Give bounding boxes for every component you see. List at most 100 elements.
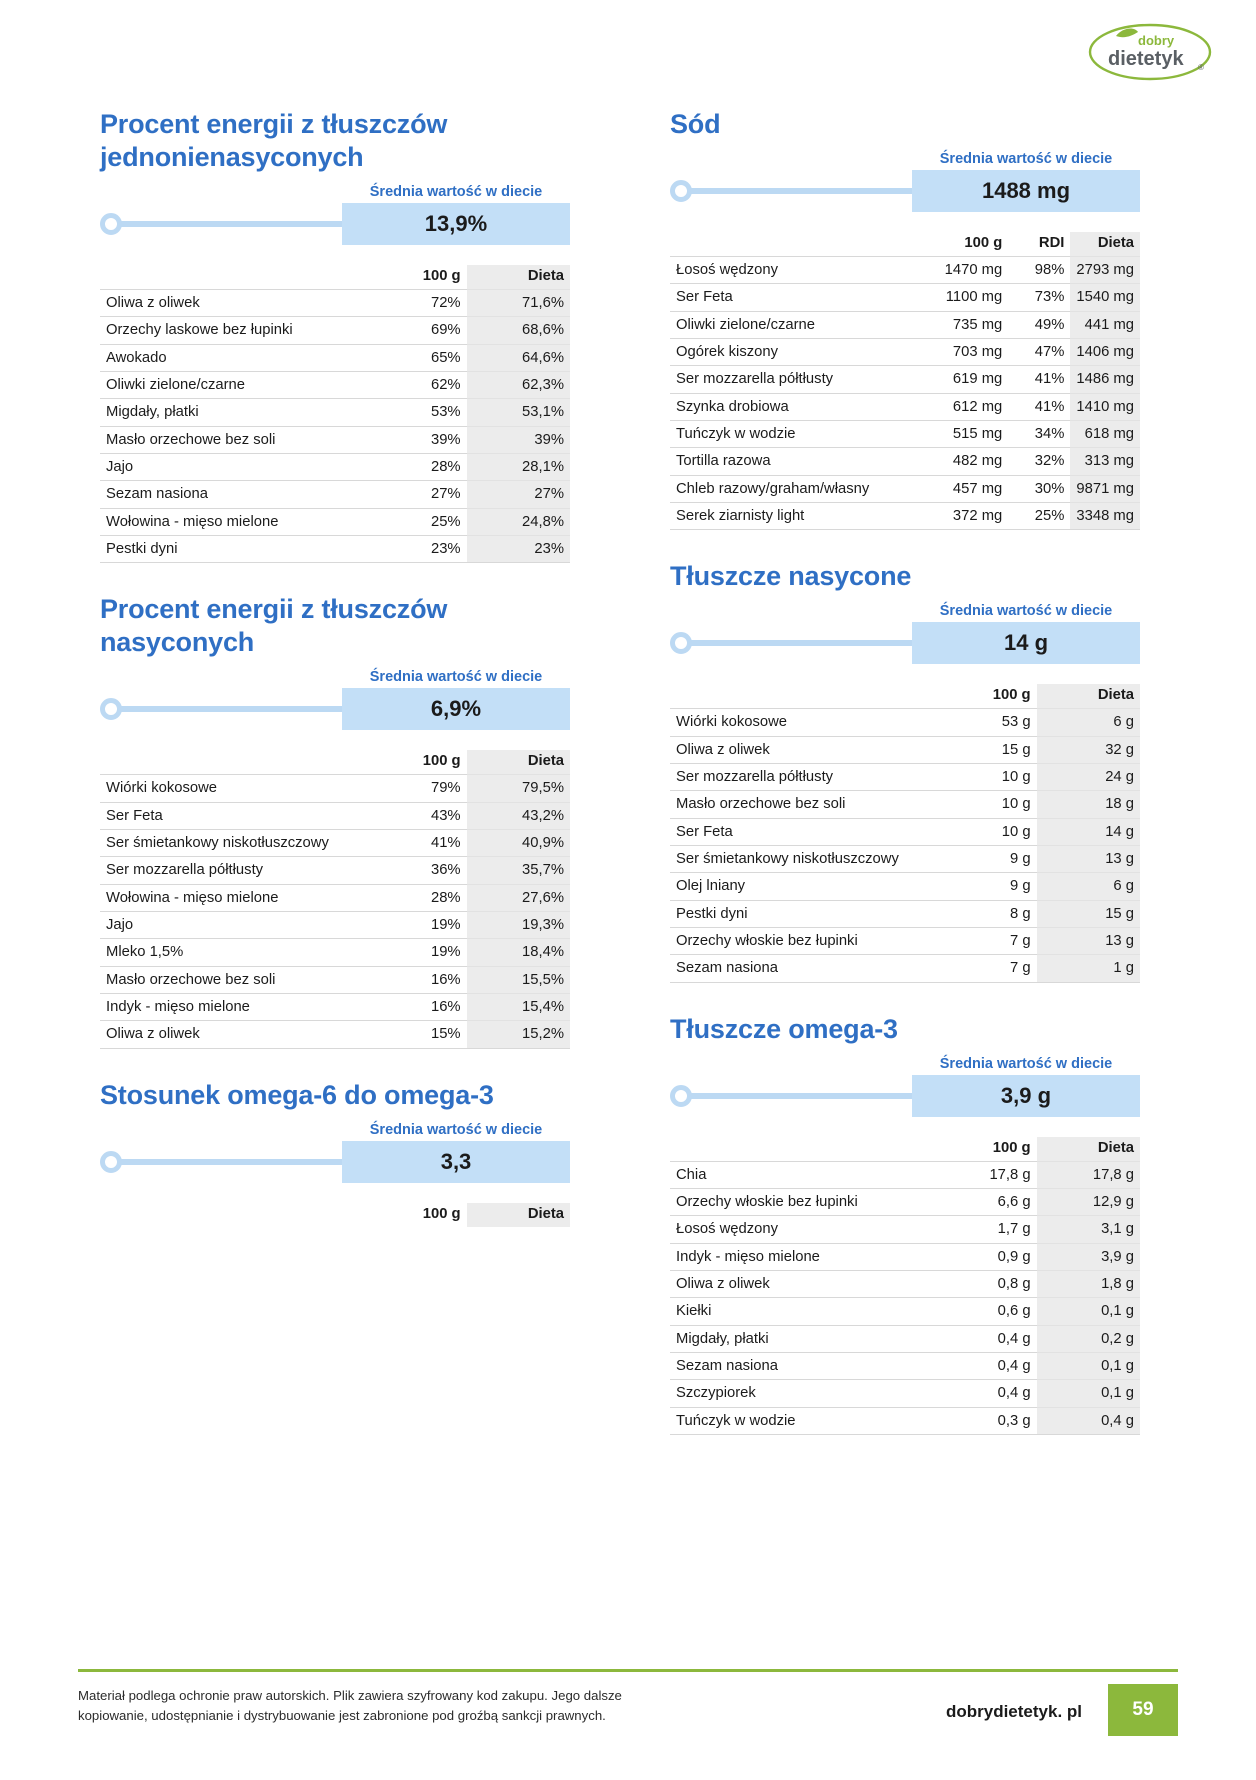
cell-per-100g: 9 g [933,872,1037,901]
cell-food-name: Ser mozzarella półtłusty [670,365,918,394]
cell-food-name: Ser mozzarella półtłusty [670,762,934,791]
cell-per-100g: 36% [363,856,467,885]
cell-per-100g: 28% [363,452,467,481]
cell-dieta: 0,1 g [1036,1352,1140,1380]
cell-dieta: 6 g [1036,872,1140,901]
cell-food-name: Tortilla razowa [670,447,918,476]
table-header-row: 100 g Dieta [670,684,1140,709]
cell-per-100g: 0,4 g [933,1324,1037,1353]
table-row: Ogórek kiszony 703 mg 47% 1406 mg [670,337,1140,366]
table-row: Wiórki kokosowe 79% 79,5% [100,774,570,803]
col-header-name [100,750,363,775]
cell-dieta: 27,6% [466,883,570,912]
cell-per-100g: 23% [363,534,467,564]
col-header-name [100,1203,363,1227]
cell-food-name: Orzechy włoskie bez łupinki [670,1188,934,1216]
average-value: 14 g [912,622,1140,665]
average-label: Średnia wartość w diecie [939,150,1113,167]
table-row: Orzechy laskowe bez łupinki 69% 68,6% [100,316,570,345]
svg-text:®: ® [1198,63,1204,72]
col-header-rdi: RDI [1038,234,1065,251]
cell-dieta: 15,4% [466,992,570,1021]
section-title: Sód [670,109,721,139]
cell-dieta: 23% [466,534,570,564]
col-header-name [670,1137,933,1162]
cell-dieta: 79,5% [466,774,570,803]
cell-rdi: 25% [1008,502,1071,531]
cell-food-name: Wołowina - mięso mielone [100,883,364,912]
cell-rdi: 49% [1008,310,1071,339]
average-label: Średnia wartość w diecie [369,669,543,686]
slider-track [684,187,912,194]
cell-dieta: 1 g [1036,954,1140,983]
cell-per-100g: 8 g [933,899,1037,928]
table-row: Tuńczyk w wodzie 0,3 g 0,4 g [670,1406,1140,1436]
cell-food-name: Łosoś wędzony [670,255,918,284]
section-omega3: Tłuszcze omega-3 Średnia wartość w dieci… [670,1013,1140,1436]
table-row: Ser śmietankowy niskotłuszczowy 9 g 13 g [670,845,1140,873]
cell-dieta: 313 mg [1070,447,1140,476]
cell-per-100g: 25% [363,507,467,536]
slider-track [114,1158,342,1165]
average-slider: Średnia wartość w diecie 14 g [670,603,1140,665]
table-row: Sezam nasiona 27% 27% [100,480,570,509]
cell-per-100g: 612 mg [917,392,1009,421]
average-value: 1488 mg [912,169,1140,212]
cell-per-100g: 53 g [933,708,1037,737]
cell-per-100g: 53% [363,398,467,427]
cell-dieta: 1406 mg [1070,337,1140,366]
average-slider: Średnia wartość w diecie 6,9% [100,669,570,731]
slider-knob[interactable] [100,212,122,235]
cell-per-100g: 1470 mg [917,255,1009,284]
cell-dieta: 32 g [1036,735,1140,764]
table-row: Oliwa z oliwek 72% 71,6% [100,288,570,317]
cell-per-100g: 9 g [933,845,1037,873]
slider-track [114,706,342,713]
slider-track [114,220,342,227]
cell-per-100g: 27% [363,480,467,509]
table-sodium: 100 g RDI Dieta Łosoś wędzony 1470 mg 98% 2… [670,231,1140,531]
table-row: Migdały, płatki 53% 53,1% [100,398,570,427]
table-row: Chia 17,8 g 17,8 g [670,1160,1140,1189]
slider-knob[interactable] [100,1150,122,1173]
slider-knob[interactable] [670,179,692,202]
average-slider: Średnia wartość w diecie 3,9 g [670,1056,1140,1117]
copyright-text: Materiał podlega ochronie praw autorskic… [78,1686,758,1726]
section-title: Stosunek omega-6 do omega-3 [100,1079,494,1110]
average-value: 6,9% [342,688,570,731]
col-header-dieta: Dieta [466,1202,570,1227]
cell-per-100g: 6,6 g [933,1188,1037,1216]
cell-food-name: Chia [670,1160,934,1189]
cell-dieta: 17,8 g [1036,1160,1140,1189]
slider-knob[interactable] [670,632,692,655]
cell-dieta: 1486 mg [1070,365,1140,394]
cell-per-100g: 15 g [933,735,1037,764]
cell-food-name: Masło orzechowe bez soli [100,965,364,994]
cell-food-name: Jajo [100,910,364,939]
cell-food-name: Oliwa z oliwek [670,735,934,764]
page-footer: Materiał podlega ochronie praw autorskic… [78,1680,1178,1744]
cell-dieta: 43,2% [466,801,570,830]
cell-per-100g: 65% [363,343,467,372]
cell-dieta: 3,1 g [1036,1215,1140,1244]
cell-dieta: 39% [466,425,570,454]
table-omega3: 100 g Dieta Chia 17,8 g 17,8 g Orzechy włos… [670,1136,1140,1436]
average-label: Średnia wartość w diecie [939,603,1113,620]
cell-per-100g: 703 mg [917,337,1009,366]
cell-rdi: 41% [1008,392,1071,421]
table-header-row: 100 g Dieta [100,264,570,290]
cell-food-name: Masło orzechowe bez soli [100,425,364,454]
table-saturated-energy: 100 g Dieta Wiórki kokosowe 79% 79,5% Ser F… [100,750,570,1049]
average-slider: Średnia wartość w diecie 13,9% [100,184,570,245]
table-row: Ser śmietankowy niskotłuszczowy 41% 40,9% [100,828,570,857]
slider-knob[interactable] [670,1084,692,1107]
table-row: Łosoś wędzony 1470 mg 98% 2793 mg [670,255,1140,284]
average-slider: Średnia wartość w diecie 3,3 [100,1122,570,1183]
slider-knob[interactable] [100,698,122,721]
average-value: 3,9 g [912,1074,1140,1117]
cell-per-100g: 10 g [933,762,1037,791]
cell-dieta: 6 g [1036,708,1140,737]
cell-food-name: Indyk - mięso mielone [670,1242,934,1271]
cell-dieta: 0,4 g [1036,1406,1140,1436]
